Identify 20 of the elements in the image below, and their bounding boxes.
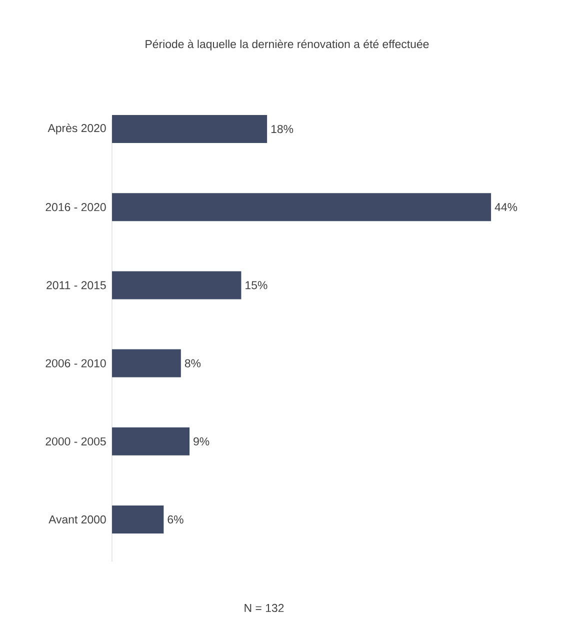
y-tick-label: Avant 2000: [48, 515, 106, 524]
data-label: 9%: [194, 437, 210, 446]
bar: [112, 193, 492, 222]
data-label: 44%: [494, 203, 518, 212]
text: N = 132: [244, 604, 284, 612]
bar: [112, 349, 181, 378]
bar: [112, 427, 190, 456]
data-label: 8%: [184, 359, 201, 368]
data-label: 18%: [271, 124, 294, 134]
chart-title: Période à laquelle la dernière rénovation a été effectuée: [146, 40, 429, 50]
y-tick-label: 2016 - 2020: [46, 203, 106, 212]
bar: [112, 271, 242, 300]
y-tick-label: 2011 - 2015: [46, 281, 106, 290]
y-tick-label: Après 2020: [48, 124, 106, 134]
bar: [112, 115, 268, 144]
y-tick-label: 2000 - 2005: [46, 437, 106, 446]
bar: [112, 505, 164, 534]
data-label: 6%: [168, 515, 184, 524]
y-tick-label: 2006 - 2010: [46, 359, 106, 368]
data-label: 15%: [246, 281, 268, 290]
